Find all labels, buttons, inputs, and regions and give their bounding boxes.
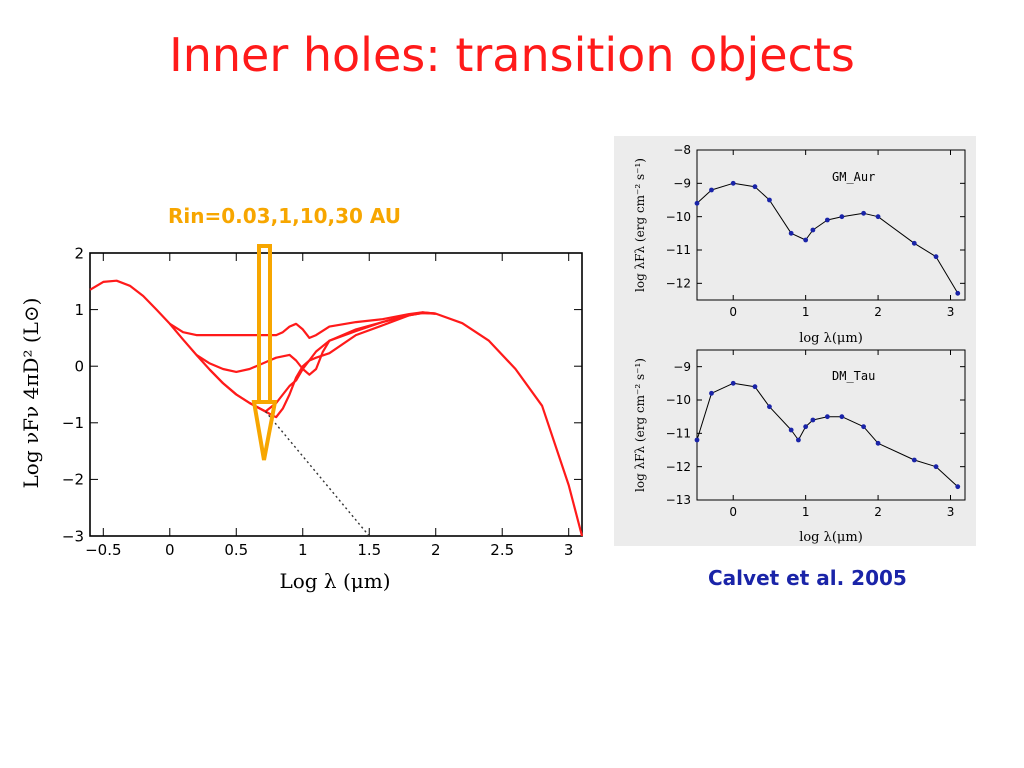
gm-aur-y-axis-label: log λFλ (erg cm⁻² s⁻¹) [633, 158, 647, 292]
data-point [730, 380, 736, 386]
data-point [709, 390, 714, 396]
data-point [767, 404, 772, 410]
x-tick-label: 2 [874, 305, 882, 319]
citation-text: Calvet et al. 2005 [708, 566, 907, 590]
rin-annotation: Rin=0.03,1,10,30 AU [168, 204, 402, 228]
main-y-axis-label: Log νFν 4πD² (L⊙) [19, 298, 43, 489]
x-tick-label: 3 [947, 305, 955, 319]
data-point [752, 184, 758, 190]
data-point [824, 414, 830, 420]
y-tick-label: −9 [673, 177, 691, 191]
x-tick-label: 1 [298, 541, 308, 559]
x-tick-label: 0 [729, 505, 737, 519]
data-point [955, 290, 961, 296]
x-tick-label: 2 [431, 541, 441, 559]
x-tick-label: 3 [564, 541, 574, 559]
y-tick-label: −12 [666, 460, 691, 474]
series-line-0 [89, 279, 584, 537]
data-point [839, 214, 845, 220]
y-tick-label: −11 [666, 427, 691, 441]
data-point [911, 240, 917, 246]
series-line-0 [696, 182, 959, 294]
x-tick-label: 1.5 [357, 541, 381, 559]
series-line-1 [208, 311, 436, 419]
y-tick-label: 0 [74, 357, 84, 375]
main-x-axis-label: Log λ (μm) [279, 569, 390, 593]
right-figure-background [614, 136, 976, 546]
data-point [839, 414, 845, 420]
y-tick-label: −3 [62, 527, 84, 545]
x-tick-label: 1 [802, 305, 810, 319]
data-point [752, 384, 758, 390]
data-point [810, 417, 816, 423]
y-tick-label: 1 [74, 301, 84, 319]
x-tick-label: 2.5 [490, 541, 514, 559]
y-tick-label: −10 [666, 210, 691, 224]
data-point [709, 187, 714, 193]
data-point [933, 254, 939, 260]
data-point [788, 427, 794, 433]
y-tick-label: −8 [673, 143, 691, 157]
gm-aur-label: GM_Aur [832, 170, 875, 184]
x-tick-label: 0 [729, 305, 737, 319]
dm-tau-label: DM_Tau [832, 369, 875, 383]
x-tick-label: −0.5 [85, 541, 121, 559]
y-tick-label: −2 [62, 471, 84, 489]
data-point [694, 200, 700, 206]
x-tick-label: 3 [947, 505, 955, 519]
data-point [875, 440, 881, 446]
data-point [861, 424, 866, 430]
x-tick-label: 0 [165, 541, 175, 559]
data-point [810, 227, 816, 233]
data-point [824, 217, 830, 223]
data-point [803, 424, 809, 430]
data-point [933, 464, 939, 470]
x-tick-label: 1 [802, 505, 810, 519]
y-tick-label: −1 [62, 414, 84, 432]
series-line-2 [195, 311, 436, 376]
y-tick-label: −11 [666, 243, 691, 257]
gm-aur-panel: 0 1 2 3 −8 −9 −10 −11 −12 GM_Aur log λ(μm) log λ… [633, 143, 966, 346]
x-tick-label: 2 [874, 505, 882, 519]
gm-aur-frame [696, 149, 966, 301]
down-arrow-icon [251, 244, 278, 461]
data-point [788, 230, 794, 236]
main-chart: −0.5 0 0.5 1 1.5 2 2.5 3 2 1 0 −1 −2 −3 Log λ (μm) Lo… [19, 244, 584, 593]
data-point [875, 214, 881, 220]
data-point [955, 484, 961, 490]
dm-tau-y-axis-label: log λFλ (erg cm⁻² s⁻¹) [633, 358, 647, 492]
gm-aur-x-axis-label: log λ(μm) [799, 331, 863, 346]
y-tick-label: −10 [666, 393, 691, 407]
dm-tau-panel: 0 1 2 3 −9 −10 −11 −12 −13 DM_Tau log λ(μm) log … [633, 349, 966, 545]
y-tick-label: −12 [666, 277, 691, 291]
y-tick-label: −13 [666, 493, 691, 507]
main-plot-frame [89, 252, 583, 537]
dm-tau-x-axis-label: log λ(μm) [799, 530, 863, 545]
data-point [694, 437, 700, 443]
data-point [911, 457, 917, 463]
slide-title: Inner holes: transition objects [169, 28, 855, 82]
series-line-3 [169, 311, 436, 339]
dm-tau-frame [696, 349, 966, 501]
y-tick-label: −9 [673, 360, 691, 374]
data-point [861, 210, 866, 216]
data-point [803, 237, 809, 243]
series-line-0 [696, 382, 959, 488]
photosphere-extrapolation-line [264, 411, 370, 537]
data-point [767, 197, 772, 203]
data-point [730, 180, 736, 186]
data-point [796, 437, 801, 443]
y-tick-label: 2 [74, 244, 84, 262]
x-tick-label: 0.5 [224, 541, 248, 559]
